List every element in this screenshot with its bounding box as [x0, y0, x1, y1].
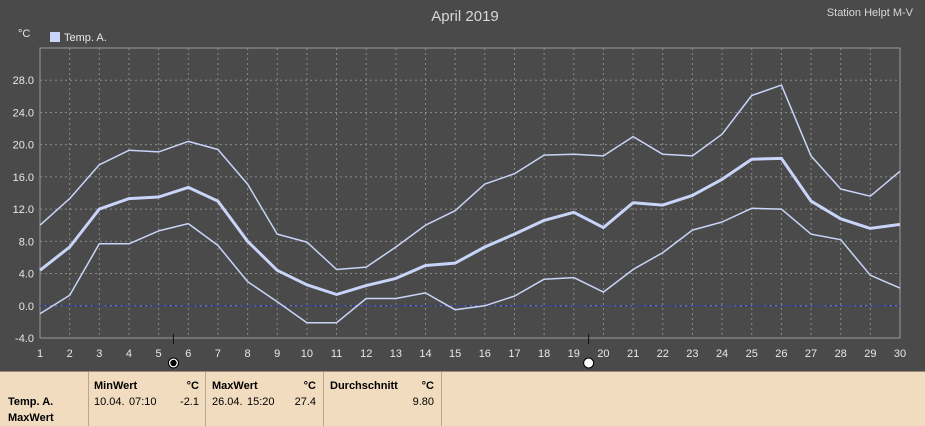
y-tick-label: 20.0: [13, 140, 34, 152]
chart-title: April 2019: [431, 8, 499, 25]
x-tick-label: 1: [37, 348, 43, 360]
y-tick-label: 0.0: [19, 301, 34, 313]
x-tick-label: 29: [864, 348, 876, 360]
x-tick-label: 20: [597, 348, 609, 360]
row-label-stat: MaxWert: [8, 412, 54, 424]
min-header: MinWert: [94, 380, 138, 392]
x-tick-label: 2: [67, 348, 73, 360]
x-tick-label: 28: [835, 348, 847, 360]
x-tick-label: 19: [568, 348, 580, 360]
max-header: MaxWert: [212, 380, 258, 392]
y-tick-label: 24.0: [13, 107, 34, 119]
y-tick-label: 8.0: [19, 236, 34, 248]
min-time: 07:10: [129, 396, 157, 408]
x-tick-label: 8: [245, 348, 251, 360]
grid: [40, 48, 900, 338]
x-tick-label: 14: [419, 348, 431, 360]
full-moon-icon: [583, 357, 595, 369]
max-unit: °C: [303, 380, 316, 392]
y-unit-label: °C: [18, 28, 30, 40]
x-tick-label: 6: [185, 348, 191, 360]
x-tick-label: 12: [360, 348, 372, 360]
avg-unit: °C: [421, 380, 434, 392]
x-tick-label: 23: [686, 348, 698, 360]
y-tick-label: 12.0: [13, 204, 34, 216]
statistics-footer: Temp. A. MaxWert MinWert °C 10.04. 07:10…: [0, 371, 925, 426]
x-tick-label: 11: [331, 348, 342, 360]
y-tick-label: 4.0: [19, 269, 34, 281]
x-tick-label: 17: [508, 348, 520, 360]
min-date: 10.04.: [94, 396, 125, 408]
max-time: 15:20: [247, 396, 275, 408]
x-tick-label: 3: [96, 348, 102, 360]
x-axis-ticks: 1 2 3 4 5 6 7 8 9 10 11 12 13 14 15 16 17 18 19 20 21 22 23 24 2…: [37, 348, 906, 360]
station-label: Station Helpt M-V: [827, 7, 914, 19]
max-value: 27.4: [294, 396, 316, 408]
x-tick-label: 22: [657, 348, 669, 360]
y-tick-label: 28.0: [13, 75, 34, 87]
x-tick-label: 18: [538, 348, 550, 360]
moon-phases: [167, 334, 595, 369]
y-tick-label: 16.0: [13, 172, 34, 184]
x-tick-label: 26: [775, 348, 787, 360]
x-tick-label: 27: [805, 348, 817, 360]
legend-swatch: [50, 32, 60, 42]
min-value: -2.1: [180, 396, 199, 408]
x-tick-label: 10: [301, 348, 313, 360]
avg-header: Durchschnitt: [330, 380, 398, 392]
x-tick-label: 7: [215, 348, 221, 360]
series-line-max: [39, 84, 901, 271]
x-tick-label: 30: [894, 348, 906, 360]
max-date: 26.04.: [212, 396, 243, 408]
plot-area: [39, 47, 901, 339]
x-tick-label: 25: [746, 348, 758, 360]
y-axis-ticks: -4.0 0.0 4.0 8.0 12.0 16.0 20.0 24.0 28.0: [13, 75, 34, 345]
y-tick-label: -4.0: [15, 333, 34, 345]
x-tick-label: 21: [627, 348, 639, 360]
min-unit: °C: [186, 380, 199, 392]
x-tick-label: 4: [126, 348, 132, 360]
avg-value: 9.80: [412, 396, 434, 408]
x-tick-label: 16: [479, 348, 491, 360]
x-tick-label: 5: [156, 348, 162, 360]
series-line-min: [39, 207, 901, 324]
row-label-series: Temp. A.: [8, 396, 54, 408]
x-tick-label: 15: [449, 348, 461, 360]
series: [39, 84, 901, 324]
x-tick-label: 24: [716, 348, 728, 360]
chart: April 2019 Station Helpt M-V °C Temp. A.…: [13, 7, 914, 369]
x-tick-label: 13: [390, 348, 402, 360]
series-line-avg: [39, 156, 901, 296]
legend-label: Temp. A.: [64, 32, 107, 44]
new-moon-icon-core: [170, 359, 177, 367]
x-tick-label: 9: [274, 348, 280, 360]
